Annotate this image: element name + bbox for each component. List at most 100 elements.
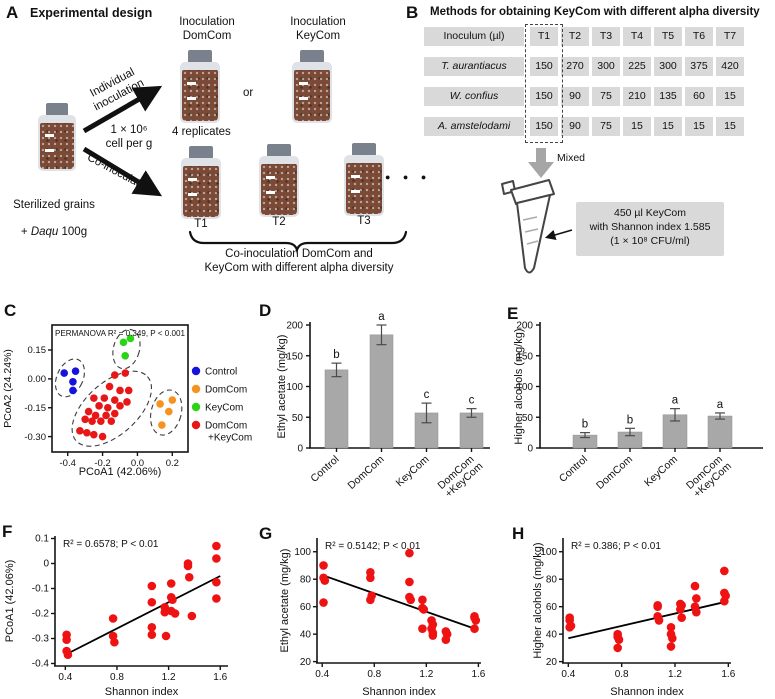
daqu-italic: Daqu: [30, 225, 59, 238]
dose-label: 1 × 10⁶ cell per g: [105, 124, 153, 150]
svg-text:100: 100: [540, 547, 557, 558]
brace-caption: Co-inoculation DomCom and KeyCom with di…: [204, 248, 394, 274]
table-value-cell: 75: [592, 117, 620, 136]
svg-text:100: 100: [286, 382, 303, 393]
t1-label: T1: [194, 218, 208, 230]
svg-text:PERMANOVA R² = 0.349, P < 0.00: PERMANOVA R² = 0.349, P < 0.001: [55, 328, 185, 338]
table-value-cell: 270: [561, 57, 589, 76]
brace: [188, 230, 408, 254]
pcoa-scatter-chart: -0.4 -0.2 0.0 0.2 0.15 0.00 -0.15 -0.30 PERMANOV…: [0, 295, 255, 485]
svg-text:200: 200: [516, 321, 533, 332]
svg-text:0.4: 0.4: [58, 672, 72, 683]
h-chart-svg: 0.4 0.8 1.2 1.6 20 40 60 80 100 R² = 0.386; P < 0…: [532, 538, 736, 698]
svg-text:-0.15: -0.15: [24, 403, 46, 414]
table-value-cell: 135: [654, 87, 682, 106]
d-chart-svg: 050100150200bControlaDomComcKeyComcDomCo…: [276, 311, 490, 500]
svg-text:0.15: 0.15: [28, 345, 47, 356]
table-row: T. aurantiacus 150 270 300 225 300 375 420: [424, 57, 747, 76]
sterilized-prefix: +: [20, 225, 31, 238]
svg-text:200: 200: [286, 321, 303, 332]
svg-text:R² = 0.6578; P < 0.01: R² = 0.6578; P < 0.01: [63, 539, 159, 550]
svg-text:-0.4: -0.4: [32, 659, 50, 670]
svg-text:20: 20: [546, 657, 558, 668]
svg-text:R² = 0.386; P < 0.01: R² = 0.386; P < 0.01: [571, 541, 661, 552]
table-header-cell: T6: [685, 27, 713, 46]
svg-text:b: b: [333, 349, 339, 361]
f-chart-svg: 0.4 0.8 1.2 1.6 0.1 0 -0.1 -0.2 -0.3 -0.4 R² = 0.6…: [4, 534, 228, 698]
svg-text:PCoA1 (42.06%): PCoA1 (42.06%): [79, 466, 162, 478]
panel-d-label: D: [259, 301, 272, 320]
table-value-cell: 300: [654, 57, 682, 76]
svg-text:Higher alcohols (mg/kg): Higher alcohols (mg/kg): [532, 542, 544, 658]
panel-c-label: C: [4, 301, 17, 320]
svg-text:Higher alcohols (mg/kg): Higher alcohols (mg/kg): [513, 328, 525, 444]
svg-text:b: b: [627, 414, 633, 426]
svg-text:-0.2: -0.2: [32, 609, 50, 620]
t3-label: T3: [357, 215, 371, 227]
svg-text:40: 40: [546, 629, 558, 640]
svg-text:0.4: 0.4: [561, 669, 575, 680]
table-species-name: W. confius: [424, 87, 524, 106]
table-value-cell: 150: [530, 57, 558, 76]
table-value-cell: 300: [592, 57, 620, 76]
mixed-down-arrow: [528, 148, 554, 178]
higher-alcohols-shannon-scatter-chart: 0.4 0.8 1.2 1.6 20 40 60 80 100 R² = 0.386; P < 0…: [513, 500, 775, 699]
pcoa1-shannon-scatter-chart: 0.4 0.8 1.2 1.6 0.1 0 -0.1 -0.2 -0.3 -0.4 R² = 0.6…: [0, 500, 258, 699]
c-chart-svg: -0.4 -0.2 0.0 0.2 0.15 0.00 -0.15 -0.30 PERMANOV…: [2, 324, 252, 478]
table-value-cell: 420: [716, 57, 744, 76]
svg-text:0.00: 0.00: [28, 374, 47, 385]
svg-text:c: c: [424, 389, 430, 401]
table-species-name: T. aurantiacus: [424, 57, 524, 76]
sterilized-grains-label: Sterilized grains + Daqu 100g: [6, 185, 102, 239]
replicates-label: 4 replicates: [172, 126, 231, 138]
svg-text:PCoA2 (24.24%): PCoA2 (24.24%): [2, 349, 14, 428]
svg-text:-0.4: -0.4: [60, 458, 76, 469]
table-value-cell: 60: [685, 87, 713, 106]
svg-text:DomCom: DomCom: [346, 453, 387, 492]
svg-text:0.8: 0.8: [367, 669, 381, 680]
table-header-label: Inoculum (µl): [424, 27, 524, 46]
tube-graduations: [522, 216, 539, 245]
note-line-2: with Shannon index 1.585: [589, 220, 711, 233]
or-label: or: [243, 87, 254, 99]
svg-text:0.2: 0.2: [166, 458, 179, 469]
svg-text:KeyCom: KeyCom: [642, 453, 680, 489]
keycom-note-box: 450 µl KeyCom with Shannon index 1.585 (…: [576, 202, 724, 256]
svg-text:0.8: 0.8: [110, 672, 124, 683]
svg-text:DomCom: DomCom: [594, 453, 635, 492]
svg-text:-0.3: -0.3: [32, 634, 50, 645]
t2-label: T2: [272, 216, 286, 228]
svg-text:80: 80: [546, 574, 558, 585]
svg-text:150: 150: [516, 351, 533, 362]
note-pointer-arrow: [544, 229, 573, 240]
note-line-1: 450 µl KeyCom: [614, 207, 686, 219]
ellipsis-dots: ● ● ●: [385, 172, 432, 182]
inoculation-domcom-label: Inoculation DomCom: [179, 16, 235, 42]
table-row: Inoculum (µl) T1 T2 T3 T4 T5 T6 T7: [424, 27, 747, 46]
individual-inoculation-arrow: [82, 85, 163, 134]
table-value-cell: 15: [716, 117, 744, 136]
inoculation-keycom-label: Inoculation KeyCom: [290, 16, 346, 42]
svg-text:100: 100: [516, 382, 533, 393]
panel-e-label: E: [507, 304, 519, 323]
panel-a-label: A: [6, 3, 19, 22]
svg-text:150: 150: [286, 351, 303, 362]
svg-text:40: 40: [300, 629, 312, 640]
svg-text:60: 60: [546, 602, 558, 613]
table-value-cell: 375: [685, 57, 713, 76]
svg-text:0: 0: [297, 444, 303, 455]
svg-text:1.2: 1.2: [419, 669, 433, 680]
table-value-cell: 90: [561, 87, 589, 106]
higher-alcohols-bar-chart: 0 50 100 150 200 b Control b DomCom a KeyCom a DomCo…: [490, 295, 775, 500]
svg-text:0.1: 0.1: [35, 534, 49, 545]
table-header-cell: T7: [716, 27, 744, 46]
svg-text:Ethyl acetate (mg/kg): Ethyl acetate (mg/kg): [276, 335, 288, 439]
svg-text:0.0: 0.0: [131, 458, 144, 469]
table-row: W. confius 150 90 75 210 135 60 15: [424, 87, 747, 106]
e-chart-svg: 050100150200bControlbDomComaKeyComaDomCo…: [513, 321, 763, 500]
table-value-cell: 75: [592, 87, 620, 106]
note-line-3: (1 × 10⁸ CFU/ml): [610, 234, 690, 247]
svg-text:0: 0: [43, 559, 49, 570]
t1-jar-icon: [181, 146, 221, 219]
